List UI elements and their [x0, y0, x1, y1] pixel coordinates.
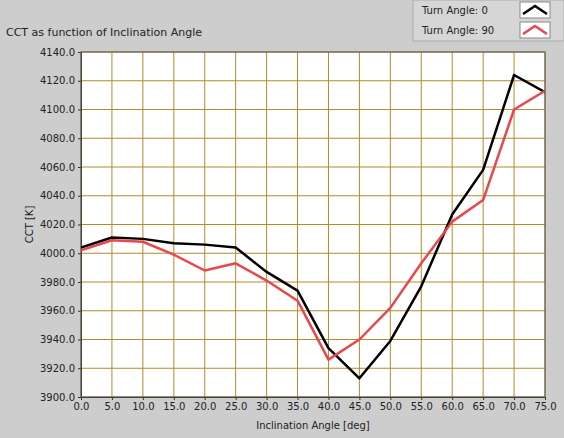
legend-swatch: [523, 26, 547, 34]
tick-label: 35.0: [287, 401, 309, 412]
tick: 4040.0: [40, 190, 81, 201]
axis-line: [82, 398, 546, 401]
tick-label: 0.0: [74, 401, 90, 412]
tick: 60.0: [442, 397, 464, 412]
tick-label: 4080.0: [40, 133, 75, 144]
tick-label: 25.0: [225, 401, 247, 412]
grid-line: [81, 167, 545, 168]
legend-box: [413, 0, 564, 41]
tick: 3900.0: [40, 392, 81, 403]
tick-label: 4100.0: [40, 104, 75, 115]
grid-line: [81, 138, 545, 139]
tick: 75.0: [534, 397, 556, 412]
series-line: [81, 75, 545, 378]
legend-swatch-box: [520, 22, 550, 38]
tick-label: 30.0: [256, 401, 278, 412]
grid-line: [81, 282, 545, 283]
legend-label: Turn Angle: 90: [421, 25, 494, 36]
title: CCT as function of Inclination Angle: [6, 26, 202, 39]
background: [0, 0, 564, 438]
grid-line: [81, 80, 545, 81]
tick-label: 5.0: [104, 401, 120, 412]
tick: 35.0: [287, 397, 309, 412]
tick: 65.0: [473, 397, 495, 412]
tick-label: 4000.0: [40, 248, 75, 259]
tick: 10.0: [132, 397, 154, 412]
grid: [81, 52, 545, 397]
tick-label: 70.0: [503, 401, 525, 412]
grid-line: [81, 195, 545, 196]
tick-label: 15.0: [163, 401, 185, 412]
tick-label: 3960.0: [40, 305, 75, 316]
legend-swatch: [523, 6, 547, 14]
grid-line: [81, 339, 545, 340]
tick-label: 45.0: [349, 401, 371, 412]
tick: 3920.0: [40, 363, 81, 374]
series-group: [81, 75, 545, 378]
legend-label: Turn Angle: 0: [421, 5, 488, 16]
legend: Turn Angle: 0 Turn Angle: 90: [413, 0, 564, 41]
tick: 15.0: [163, 397, 185, 412]
tick-label: 4120.0: [40, 75, 75, 86]
x-axis-title: Inclination Angle [deg]: [256, 420, 370, 431]
tick-label: 20.0: [194, 401, 216, 412]
tick: 3980.0: [40, 277, 81, 288]
grid-line: [81, 253, 545, 254]
tick-label: 55.0: [411, 401, 433, 412]
tick: 4020.0: [40, 219, 81, 230]
tick-label: 3920.0: [40, 363, 75, 374]
tick-label: 3900.0: [40, 392, 75, 403]
tick: 55.0: [411, 397, 433, 412]
tick-label: 4140.0: [40, 47, 75, 58]
tick: 30.0: [256, 397, 278, 412]
tick-label: 3940.0: [40, 334, 75, 345]
tick: 4060.0: [40, 162, 81, 173]
tick-label: 4020.0: [40, 219, 75, 230]
tick-label: 50.0: [380, 401, 402, 412]
tick: 4000.0: [40, 248, 81, 259]
tick-label: 3980.0: [40, 277, 75, 288]
chart: CCT as function of Inclination Angle 0.0 5…: [0, 0, 564, 438]
x-axis: 0.0 5.0 10.0 15.0 20.0 25.0 30.0 35.0 40.0 45.0 50…: [74, 397, 557, 412]
tick: 45.0: [349, 397, 371, 412]
tick: 4120.0: [40, 75, 81, 86]
tick: 3960.0: [40, 305, 81, 316]
y-axis-title: CCT [K]: [24, 206, 35, 244]
y-axis: 3900.0 3920.0 3940.0 3960.0 3980.0 4000.0 4020…: [40, 47, 82, 403]
tick-label: 10.0: [132, 401, 154, 412]
tick: 20.0: [194, 397, 216, 412]
tick: 70.0: [503, 397, 525, 412]
grid-line: [81, 224, 545, 225]
tick-label: 75.0: [534, 401, 556, 412]
grid-line: [81, 310, 545, 311]
tick: 50.0: [380, 397, 402, 412]
tick-label: 65.0: [473, 401, 495, 412]
tick: 4080.0: [40, 133, 81, 144]
tick-label: 4060.0: [40, 162, 75, 173]
tick-label: 60.0: [442, 401, 464, 412]
grid-line: [81, 109, 545, 110]
tick: 25.0: [225, 397, 247, 412]
tick-label: 40.0: [318, 401, 340, 412]
tick: 4140.0: [40, 47, 81, 58]
legend-swatch-box: [520, 2, 550, 18]
series-line: [81, 91, 545, 360]
tick: 0.0: [74, 397, 90, 412]
grid-line: [81, 368, 545, 369]
tick: 5.0: [104, 397, 120, 412]
tick: 40.0: [318, 397, 340, 412]
plot-frame: [81, 52, 545, 397]
plot-area: [81, 52, 545, 397]
tick: 4100.0: [40, 104, 81, 115]
tick: 3940.0: [40, 334, 81, 345]
tick-label: 4040.0: [40, 190, 75, 201]
